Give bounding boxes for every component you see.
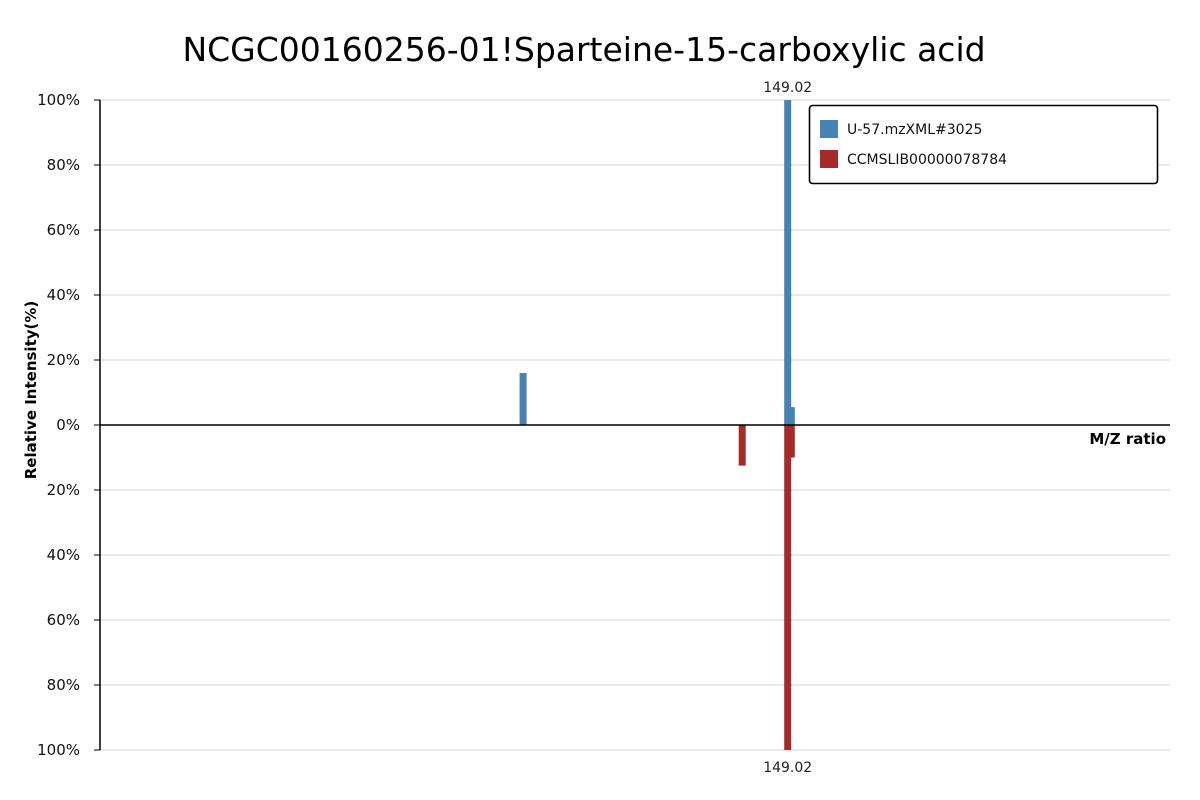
y-tick-label: 100% xyxy=(37,91,80,109)
y-tick-label: 80% xyxy=(47,156,80,174)
library-peak-bar xyxy=(787,425,795,458)
peak-bars xyxy=(519,100,795,750)
legend-box xyxy=(808,104,1159,185)
query-peak-bar xyxy=(787,407,795,425)
y-axis-label: Relative Intensity(%) xyxy=(22,301,40,480)
y-tick-label: 80% xyxy=(47,676,80,694)
legend: U-57.mzXML#3025 CCMSLIB00000078784 xyxy=(808,104,1159,185)
x-axis-label: M/Z ratio xyxy=(1089,430,1166,448)
y-tick-label: 60% xyxy=(47,221,80,239)
grid-lines xyxy=(100,99,1170,751)
y-tick-label: 0% xyxy=(56,416,80,434)
y-tick-label: 20% xyxy=(47,481,80,499)
query-peak-bar xyxy=(519,373,527,425)
y-tick-labels: 0% 20% 40% 60% 80% 100% 20% 40% 60% 80% 100% xyxy=(37,91,100,759)
y-tick-label: 40% xyxy=(47,546,80,564)
legend-swatch-library xyxy=(820,150,838,168)
library-peak-bar xyxy=(784,425,792,750)
peak-label: 149.02 xyxy=(763,80,812,96)
peak-labels: 149.02 149.02 xyxy=(763,80,812,776)
legend-label-query: U-57.mzXML#3025 xyxy=(847,122,982,138)
y-tick-label: 20% xyxy=(47,351,80,369)
legend-swatch-query xyxy=(820,120,838,138)
chart-title: NCGC00160256-01!Sparteine-15-carboxylic … xyxy=(182,30,985,69)
library-peak-bar xyxy=(738,425,746,466)
peak-label: 149.02 xyxy=(763,760,812,776)
y-tick-label: 40% xyxy=(47,286,80,304)
legend-label-library: CCMSLIB00000078784 xyxy=(847,152,1007,168)
query-peak-bar xyxy=(784,100,792,425)
y-tick-label: 60% xyxy=(47,611,80,629)
y-tick-label: 100% xyxy=(37,741,80,759)
